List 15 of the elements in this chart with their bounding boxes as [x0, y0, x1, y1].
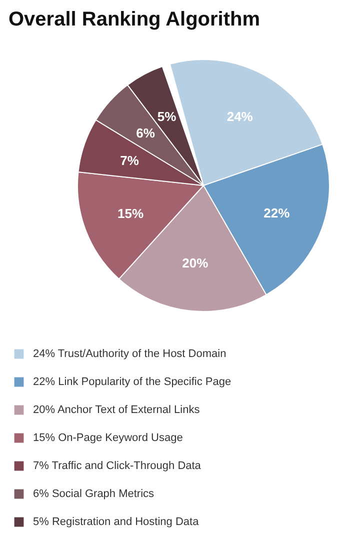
data-label: 22%: [264, 205, 290, 220]
legend-label: 24% Trust/Authority of the Host Domain: [33, 347, 226, 360]
data-label: 6%: [136, 126, 156, 141]
legend-label: 7% Traffic and Click-Through Data: [33, 459, 201, 472]
data-label: 20%: [182, 256, 209, 271]
legend-label: 5% Registration and Hosting Data: [33, 515, 199, 528]
legend-label: 22% Link Popularity of the Specific Page: [33, 375, 232, 388]
legend-label: 15% On-Page Keyword Usage: [33, 431, 183, 444]
data-label: 5%: [157, 109, 177, 124]
legend-label: 6% Social Graph Metrics: [33, 487, 154, 500]
data-label: 7%: [120, 152, 140, 168]
data-label: 24%: [226, 108, 254, 124]
chart-title: Overall Ranking Algorithm: [8, 8, 260, 30]
data-label: 15%: [117, 206, 144, 221]
legend-label: 20% Anchor Text of External Links: [33, 403, 200, 416]
